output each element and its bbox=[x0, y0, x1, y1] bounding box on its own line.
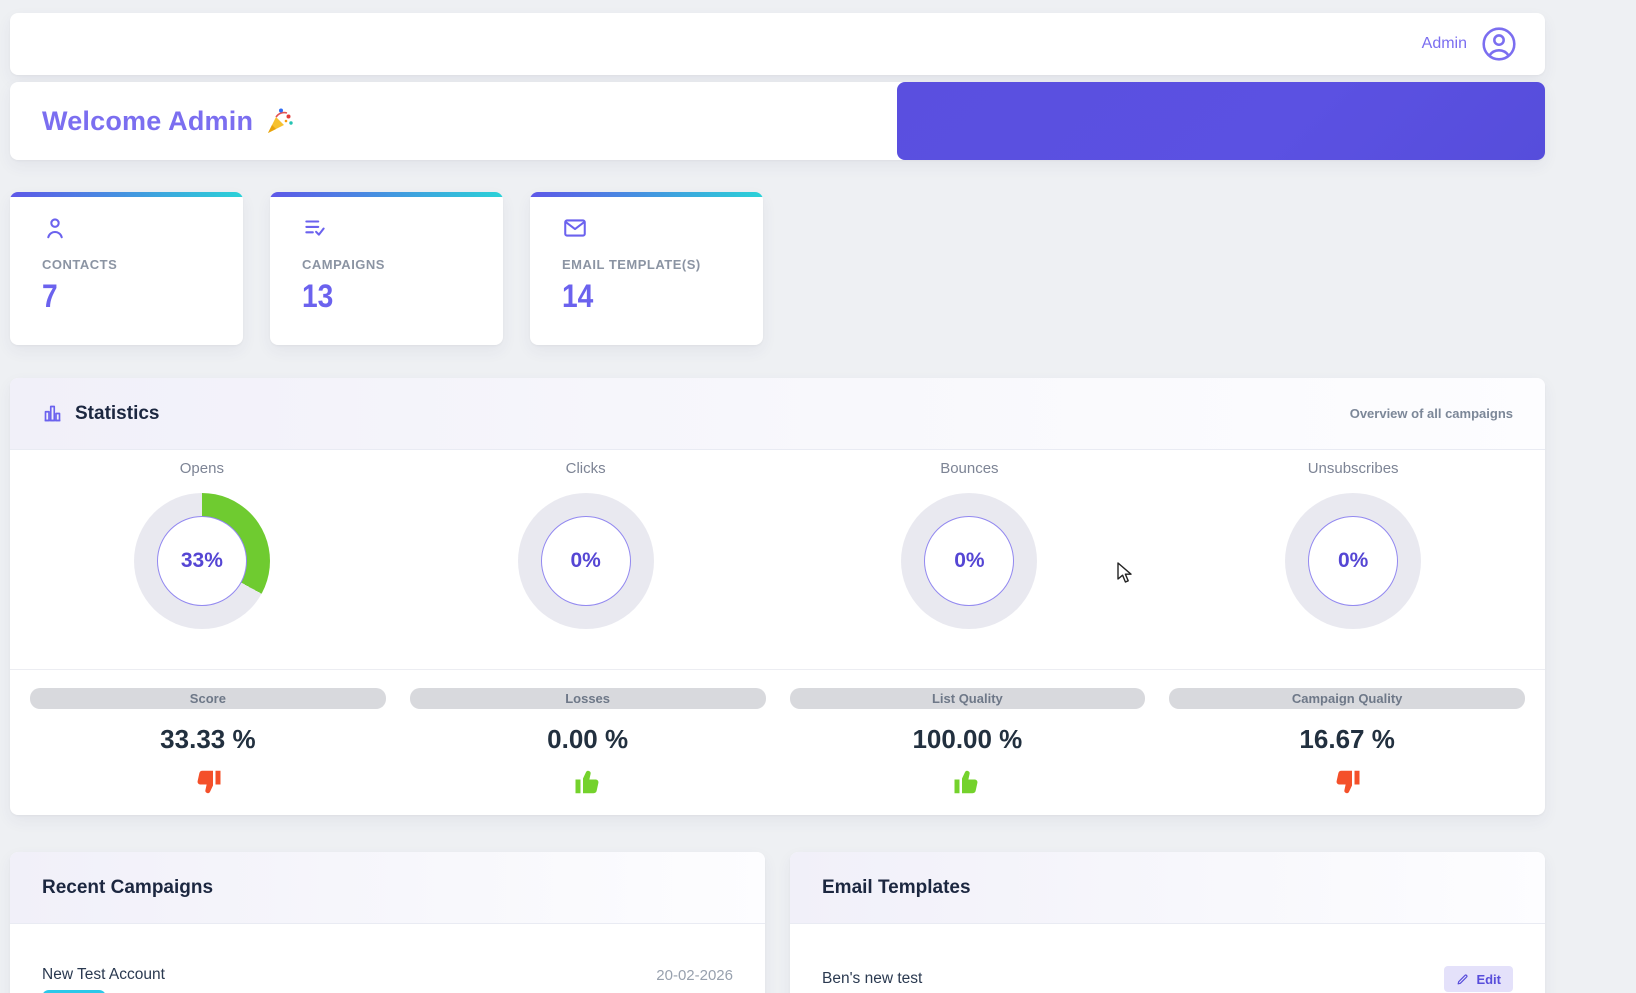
campaign-row[interactable]: New Test Account 20-02-2026 bbox=[10, 924, 765, 984]
gauge-unsubscribes: Unsubscribes 0% bbox=[1161, 460, 1545, 629]
opens-donut-chart: 33% bbox=[133, 493, 270, 629]
campaign-name[interactable]: New Test Account bbox=[42, 966, 165, 983]
summary-value: 7 bbox=[42, 278, 58, 314]
score-value: 33.33 % bbox=[160, 724, 256, 754]
score-block-score: Score 33.33 % bbox=[30, 688, 386, 797]
top-navbar: Admin bbox=[10, 13, 1545, 75]
welcome-text: Welcome Admin bbox=[42, 105, 254, 136]
template-row[interactable]: Ben's new test Edit bbox=[790, 924, 1545, 992]
score-label-pill: Campaign Quality bbox=[1169, 688, 1525, 709]
email-templates-title: Email Templates bbox=[790, 852, 1545, 924]
account-menu[interactable]: Admin bbox=[1422, 13, 1517, 75]
statistics-subtitle: Overview of all campaigns bbox=[1349, 406, 1513, 421]
score-value: 100.00 % bbox=[912, 724, 1023, 754]
summary-card-email-templates[interactable]: EMAIL TEMPLATE(S) 14 bbox=[530, 192, 763, 345]
welcome-title: Welcome Admin bbox=[42, 82, 295, 160]
gauge-value: 0% bbox=[954, 549, 985, 572]
statistics-title: Statistics bbox=[75, 402, 160, 424]
score-label-pill: List Quality bbox=[789, 688, 1146, 709]
account-name[interactable]: Admin bbox=[1421, 35, 1467, 52]
summary-value: 13 bbox=[302, 278, 334, 314]
thumbs-up-icon bbox=[573, 767, 603, 797]
edit-label: Edit bbox=[1476, 971, 1501, 987]
pencil-icon bbox=[1456, 973, 1469, 986]
gauge-bounces: Bounces 0% bbox=[778, 460, 1162, 629]
gauge-value: 0% bbox=[570, 549, 601, 572]
user-circle-icon[interactable] bbox=[1481, 26, 1517, 62]
summary-value: 14 bbox=[562, 278, 594, 314]
summary-card-contacts[interactable]: CONTACTS 7 bbox=[10, 192, 243, 345]
card-accent-strip bbox=[270, 192, 503, 197]
summary-label: EMAIL TEMPLATE(S) bbox=[562, 257, 701, 272]
summary-label: CAMPAIGNS bbox=[302, 257, 385, 272]
scores-row: Score 33.33 % Losses 0.00 % List Quality… bbox=[10, 670, 1545, 797]
campaign-date: 20-02-2026 bbox=[656, 966, 733, 984]
score-value: 0.00 % bbox=[547, 724, 629, 754]
bar-chart-icon bbox=[42, 403, 63, 424]
email-templates-panel: Email Templates Ben's new test Edit bbox=[790, 852, 1545, 993]
envelope-icon bbox=[562, 215, 763, 241]
recent-campaigns-title: Recent Campaigns bbox=[10, 852, 765, 924]
statistics-divider bbox=[10, 669, 1545, 670]
promo-banner bbox=[897, 82, 1545, 160]
score-label-pill: Losses bbox=[409, 688, 766, 709]
unsubscribes-donut-chart: 0% bbox=[1285, 493, 1422, 629]
clicks-donut-chart: 0% bbox=[517, 493, 654, 629]
summary-label: CONTACTS bbox=[42, 257, 118, 272]
gauge-clicks: Clicks 0% bbox=[394, 460, 778, 629]
score-value: 16.67 % bbox=[1299, 724, 1395, 754]
card-accent-strip bbox=[10, 192, 243, 197]
summary-card-campaigns[interactable]: CAMPAIGNS 13 bbox=[270, 192, 503, 345]
statistics-panel: Statistics Overview of all campaigns Ope… bbox=[10, 378, 1545, 815]
card-accent-strip bbox=[530, 192, 763, 197]
thumbs-down-icon bbox=[193, 767, 223, 797]
gauge-label: Clicks bbox=[565, 460, 606, 477]
gauge-opens: Opens 33% bbox=[10, 460, 394, 629]
template-name[interactable]: Ben's new test bbox=[822, 970, 923, 987]
score-block-losses: Losses 0.00 % bbox=[409, 688, 766, 797]
list-check-icon bbox=[302, 215, 503, 241]
gauge-label: Bounces bbox=[940, 460, 999, 477]
score-label-pill: Score bbox=[30, 688, 386, 709]
score-block-campaign-quality: Campaign Quality 16.67 % bbox=[1169, 688, 1525, 797]
gauge-label: Opens bbox=[179, 460, 224, 477]
person-icon bbox=[42, 215, 243, 241]
campaign-status-badge bbox=[42, 990, 106, 993]
mouse-cursor bbox=[1117, 562, 1137, 584]
edit-template-button[interactable]: Edit bbox=[1444, 966, 1513, 992]
statistics-header: Statistics Overview of all campaigns bbox=[10, 378, 1545, 450]
party-popper-icon bbox=[265, 106, 295, 136]
bounces-donut-chart: 0% bbox=[901, 493, 1038, 629]
thumbs-down-icon bbox=[1332, 767, 1362, 797]
recent-campaigns-panel: Recent Campaigns New Test Account 20-02-… bbox=[10, 852, 765, 993]
gauge-value: 33% bbox=[180, 549, 223, 572]
gauge-value: 0% bbox=[1337, 549, 1369, 572]
thumbs-up-icon bbox=[952, 767, 982, 797]
gauges-row: Opens 33% Clicks 0% Bounces 0% Unsubscri… bbox=[10, 450, 1545, 629]
gauge-label: Unsubscribes bbox=[1307, 460, 1399, 477]
score-block-list-quality: List Quality 100.00 % bbox=[789, 688, 1146, 797]
